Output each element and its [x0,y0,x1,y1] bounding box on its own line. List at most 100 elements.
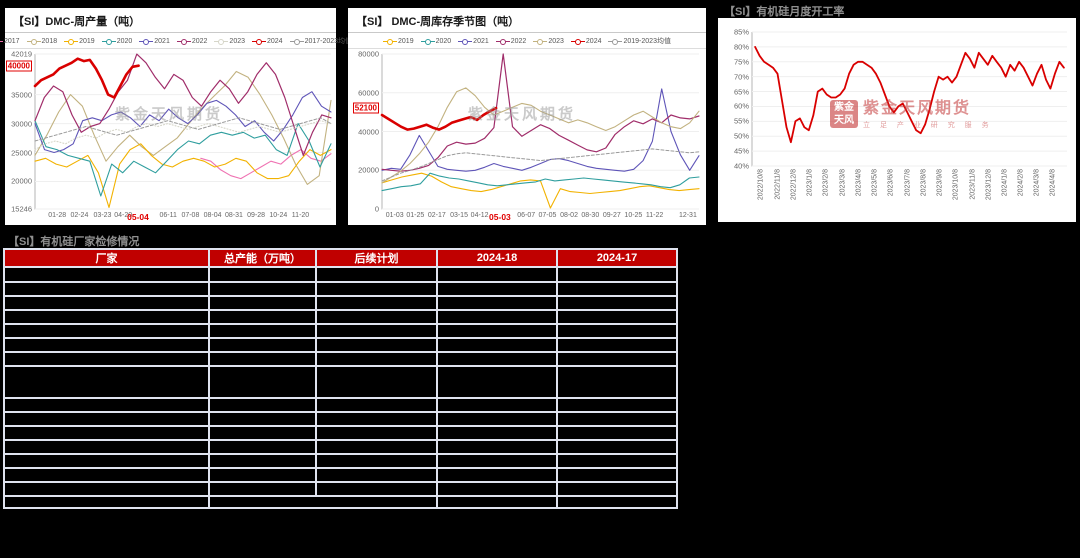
x-axis-tick-label: 07-05 [538,212,557,219]
table-cell-redacted [556,295,678,311]
legend-label: 2024 [585,37,602,45]
table-cell-redacted [315,365,438,399]
table-cell-redacted [208,495,438,509]
y-axis-tick-label: 50% [733,131,749,141]
table-row [3,481,678,497]
table-cell-redacted [315,397,438,413]
table-cell-redacted [556,266,678,283]
maintenance-table: 厂家 总产能（万吨） 后续计划 2024-18 2024-17 [3,248,678,509]
y-axis-tick-label: 20000 [11,176,32,186]
line-chart-plot: 42019 40000 35000 30000 25000 20000 15246 01-28… [5,48,336,225]
line-chart-plot: 80000 60000 52100 40000 20000 0 01-03 01-25 02-1… [348,48,706,225]
y-axis-tick-label: 75% [733,57,749,67]
y-axis-tick-label: 20000 [358,165,379,175]
table-cell-redacted [208,323,317,339]
table-cell-redacted [208,467,317,483]
legend-marker-icon [383,38,398,45]
legend-item: 2019 [64,38,95,45]
table-cell-redacted [315,439,438,455]
series-2023 [381,87,700,184]
legend-marker-icon [495,38,510,45]
series-2017-2023均值 [34,117,332,142]
table-cell-redacted [436,439,558,455]
series-2021 [381,88,700,172]
legend-marker-icon [420,38,435,45]
legend-item: 2022 [176,37,208,45]
table-cell-redacted [315,453,438,469]
x-axis-tick-label: 01-25 [406,212,425,219]
legend-marker-icon [214,38,229,45]
maintenance-table-wrap: 厂家 总产能（万吨） 后续计划 2024-18 2024-17 [3,248,679,558]
x-axis-tick-label: 03-15 [450,212,468,219]
table-cell-redacted [436,337,558,353]
series-2018 [34,70,332,185]
table-row [3,365,678,399]
y-axis-tick-label: 0 [374,204,379,214]
table-cell-redacted [315,337,438,353]
legend-item: 2021 [458,38,489,45]
y-axis-tick-label: 80% [733,42,749,52]
legend-item: 2020 [420,38,451,45]
x-axis-tick-label: 07-08 [181,212,200,219]
chart-legend: 2017 2018 2019 2020 2021 2022 2023 2024 2017-202… [0,33,352,49]
chart-card-dmc-weekly-production: 【SI】DMC-周产量（吨） 2017 2018 2019 2020 2021 2022 2… [0,8,352,225]
x-axis-tick-label: 06-11 [159,212,177,219]
legend-marker-icon [64,38,79,45]
legend-marker-icon [139,38,154,45]
legend-label: 2022 [191,37,208,45]
table-cell-redacted [436,467,558,483]
x-axis-tick-label: 09-28 [247,212,266,219]
table-cell-redacted [208,281,317,297]
table-cell-redacted [315,295,438,311]
table-cell-redacted [3,411,210,427]
x-axis-tick-label: 01-28 [48,212,67,219]
series-2019 [34,143,332,209]
table-header-cell: 厂家 [3,248,210,268]
table-cell-redacted [208,295,317,311]
x-axis-tick-label: 01-03 [385,212,404,219]
table-cell-redacted [208,337,317,353]
table-cell-redacted [315,323,438,339]
x-axis-current-date: 05-04 [127,212,149,222]
table-cell-redacted [556,439,678,455]
y-axis-tick-label: 15246 [11,204,32,214]
legend-marker-icon [0,38,3,45]
x-axis-tick-label: 10-24 [269,212,288,219]
table-cell-redacted [436,323,558,339]
table-row [3,337,678,353]
legend-label: 2023 [548,37,564,45]
y-axis-tick-label: 40000 [358,127,379,136]
table-row [3,281,678,297]
legend-item: 2024 [570,37,602,45]
table-cell-redacted [208,481,317,497]
x-axis-tick-label: 04-20 [114,212,133,219]
legend-item: 2019-2023均值 [608,36,671,46]
line-chart-svg [380,53,700,210]
table-cell-redacted [208,309,317,325]
x-axis-tick-label: 10-25 [624,212,643,219]
table-cell-redacted [208,453,317,469]
table-cell-redacted [556,411,678,427]
x-axis-tick-label: 06-07 [517,212,536,219]
table-cell-redacted [556,425,678,441]
series-2024 [33,57,140,99]
table-row [3,495,678,509]
table-header-cell: 2024-17 [556,248,678,268]
y-axis-tick-label: 65% [733,87,749,97]
y-axis-tick-label: 60000 [358,88,379,98]
table-cell-redacted [556,281,678,297]
x-axis-tick-label: 11-20 [291,212,310,219]
table-cell-redacted [3,309,210,325]
chart-title: 【SI】DMC-周产量（吨） [5,8,336,33]
table-row [3,295,678,311]
table-cell-redacted [3,351,210,367]
table-cell-redacted [3,266,210,283]
series-2023 [34,120,332,151]
legend-marker-icon [533,38,548,45]
legend-item: 2021 [139,38,170,45]
legend-marker-icon [26,38,41,45]
table-cell-redacted [3,337,210,353]
table-cell-redacted [436,351,558,367]
table-header-cell: 2024-18 [436,248,558,268]
y-axis-tick-label: 25000 [11,148,32,158]
